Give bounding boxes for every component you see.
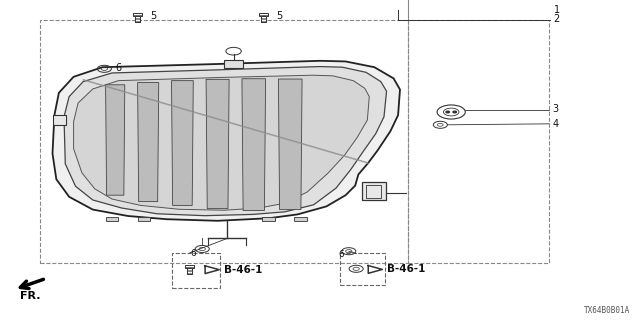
Polygon shape: [242, 79, 266, 211]
Text: 2: 2: [554, 13, 560, 24]
Bar: [138, 217, 150, 221]
Bar: [366, 185, 381, 198]
Bar: [261, 16, 266, 22]
Bar: [188, 268, 192, 274]
Text: 5: 5: [150, 11, 157, 21]
Text: 6: 6: [191, 249, 196, 258]
Text: 6: 6: [115, 63, 122, 73]
Text: 5: 5: [276, 11, 283, 21]
Bar: [53, 115, 66, 125]
Polygon shape: [278, 79, 302, 210]
Bar: [294, 217, 307, 221]
Circle shape: [453, 111, 456, 113]
Bar: [362, 182, 386, 200]
Polygon shape: [106, 85, 125, 195]
Bar: [40, 20, 408, 263]
Bar: [172, 253, 220, 288]
Bar: [185, 265, 195, 268]
Text: TX64B0B01A: TX64B0B01A: [584, 306, 630, 315]
Bar: [135, 16, 140, 22]
Bar: [408, 20, 549, 263]
Bar: [106, 217, 118, 221]
Polygon shape: [206, 79, 229, 209]
Text: B-46-1: B-46-1: [387, 264, 426, 275]
Polygon shape: [64, 67, 387, 216]
Circle shape: [446, 111, 449, 113]
Text: 6: 6: [338, 250, 344, 259]
Bar: [340, 253, 385, 285]
Text: B-46-1: B-46-1: [225, 265, 262, 275]
Bar: [133, 13, 142, 16]
Polygon shape: [172, 81, 193, 205]
Bar: [262, 217, 275, 221]
Text: FR.: FR.: [20, 291, 41, 301]
Polygon shape: [74, 75, 369, 210]
Text: 3: 3: [552, 104, 559, 115]
Polygon shape: [138, 83, 159, 202]
Bar: [224, 60, 243, 68]
Text: 4: 4: [552, 119, 559, 129]
Bar: [259, 13, 268, 16]
Polygon shape: [52, 61, 400, 221]
Text: 1: 1: [554, 4, 560, 15]
